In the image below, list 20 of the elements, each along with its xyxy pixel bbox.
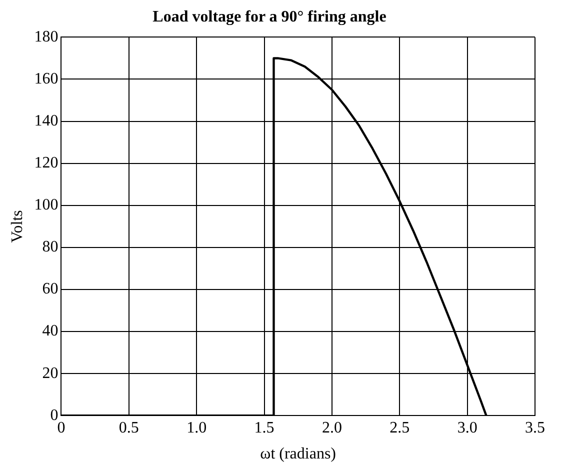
y-tick-label: 20	[42, 364, 58, 382]
y-tick-label: 180	[34, 28, 58, 46]
x-tick-label: 0.5	[118, 419, 139, 436]
y-tick-label: 120	[34, 154, 58, 172]
y-tick-label: 160	[34, 70, 58, 88]
y-tick-label: 100	[34, 196, 58, 214]
x-tick-label: 1.5	[254, 419, 274, 436]
x-tick-label: 3.5	[525, 419, 545, 436]
x-axis-title: ωt (radians)	[260, 446, 336, 463]
x-tick-label: 2.0	[322, 419, 342, 436]
y-tick-label: 60	[42, 280, 58, 298]
x-tick-label: 3.0	[457, 419, 478, 436]
y-tick-label: 80	[42, 238, 58, 256]
y-axis-title: Volts	[8, 210, 26, 243]
y-tick-label: 140	[34, 112, 58, 130]
y-tick-label: 40	[42, 322, 58, 340]
chart-title: Load voltage for a 90° firing angle	[152, 8, 386, 26]
x-tick-label: 1.0	[186, 419, 207, 436]
y-tick-label: 0	[50, 406, 58, 424]
x-tick-label: 2.5	[390, 419, 410, 436]
